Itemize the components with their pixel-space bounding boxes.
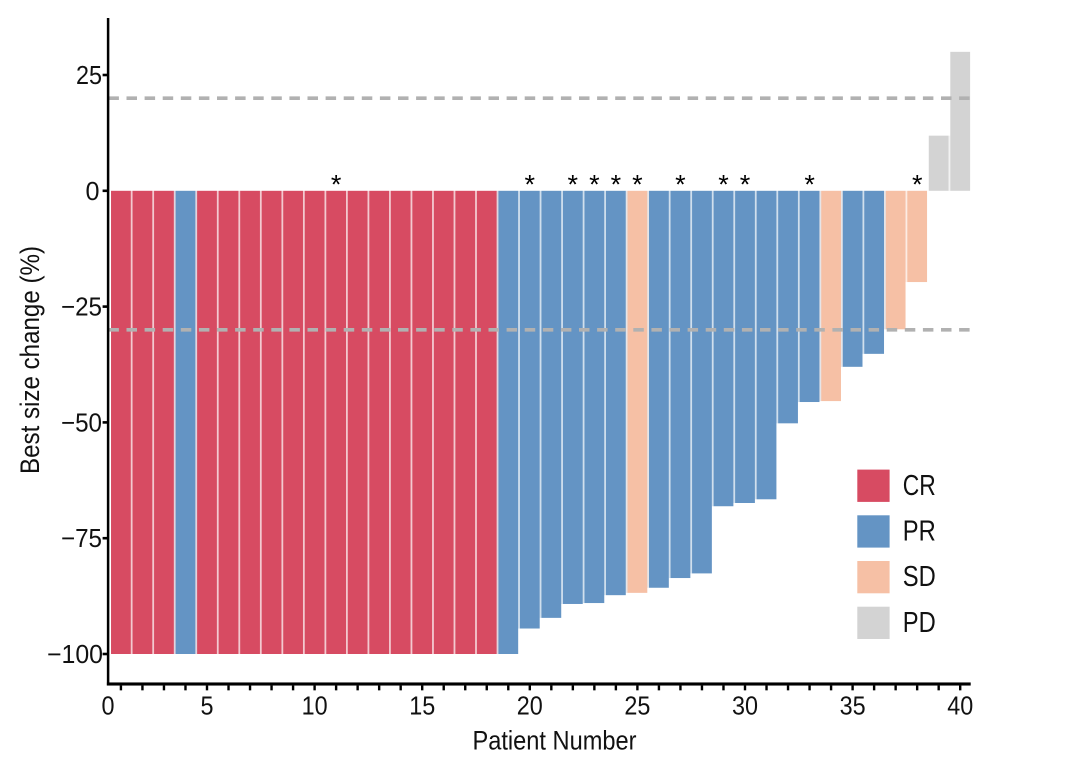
svg-text:PD: PD [903,607,936,639]
svg-text:*: * [740,169,751,199]
svg-text:CR: CR [903,470,936,502]
svg-text:−50: −50 [61,407,102,437]
svg-text:Patient Number: Patient Number [473,726,637,756]
svg-text:*: * [718,169,729,199]
svg-text:15: 15 [409,691,435,721]
svg-text:25: 25 [624,691,650,721]
svg-text:*: * [611,169,622,199]
svg-text:*: * [525,169,536,199]
svg-text:30: 30 [732,691,758,721]
svg-text:0: 0 [86,176,100,206]
svg-text:*: * [568,169,579,199]
svg-text:*: * [331,169,342,199]
svg-text:−100: −100 [47,639,103,669]
svg-text:SD: SD [903,561,936,593]
svg-text:5: 5 [201,691,214,721]
svg-text:20: 20 [517,691,543,721]
svg-text:35: 35 [840,691,866,721]
svg-text:PR: PR [903,516,936,548]
svg-text:40: 40 [947,691,973,721]
svg-text:25: 25 [76,60,102,90]
svg-text:*: * [912,169,923,199]
svg-text:*: * [804,169,815,199]
svg-text:−25: −25 [61,292,102,322]
svg-text:*: * [589,169,600,199]
svg-text:*: * [675,169,686,199]
svg-text:0: 0 [102,691,115,721]
svg-text:−75: −75 [61,523,102,553]
svg-text:*: * [632,169,643,199]
svg-text:10: 10 [302,691,328,721]
svg-text:Best size change (%): Best size change (%) [15,246,45,474]
